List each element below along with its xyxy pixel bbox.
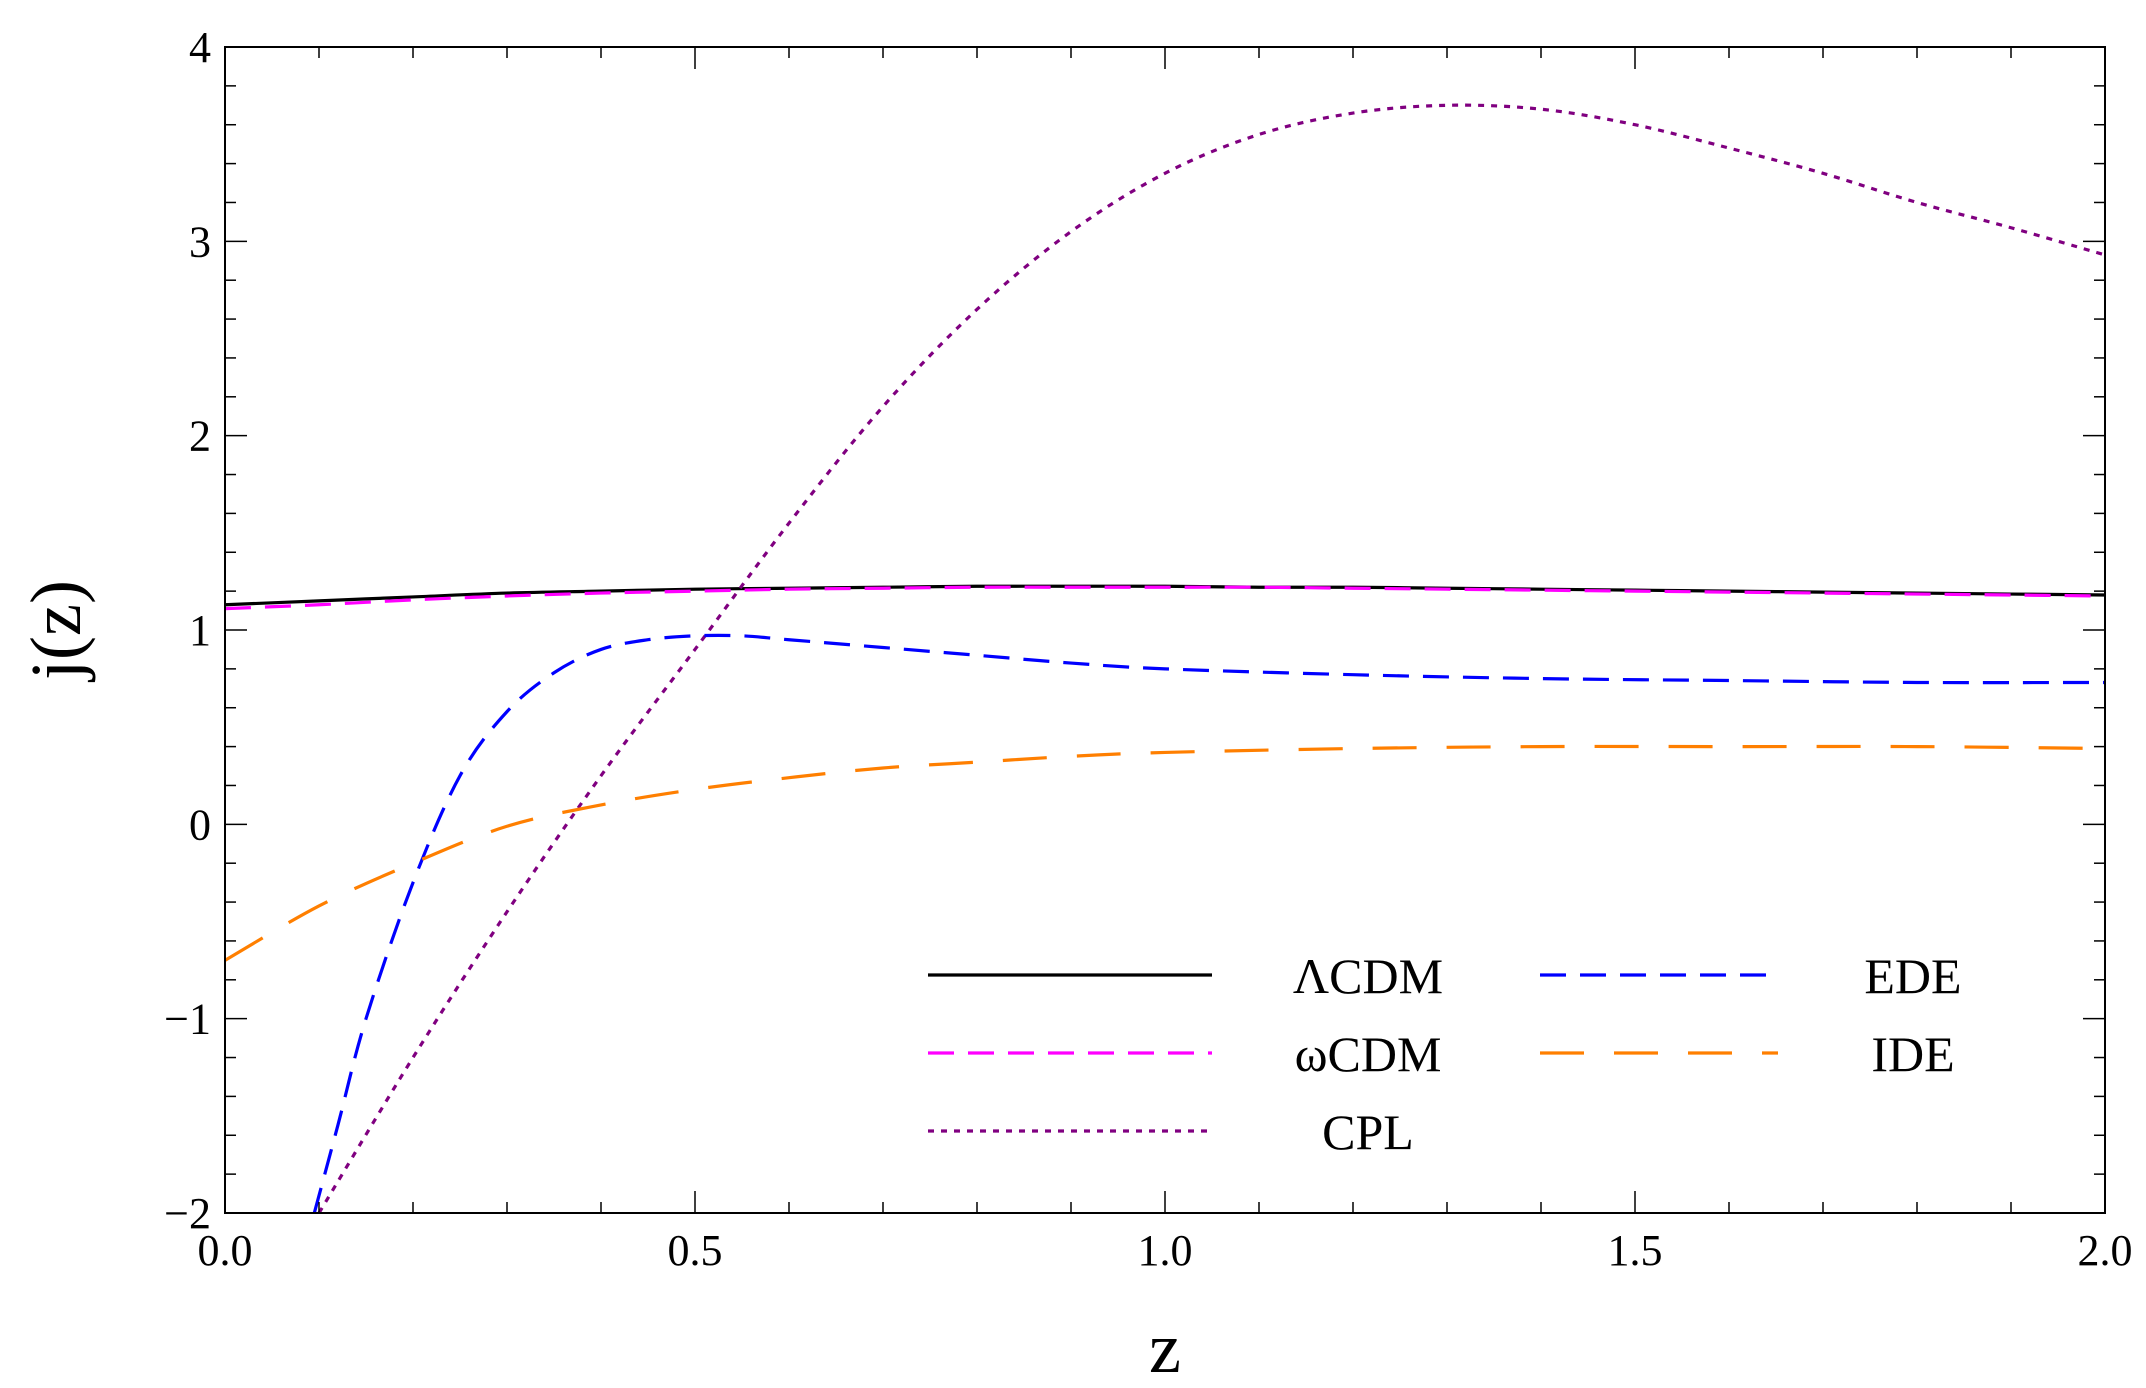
y-tick-label: 0 [189, 800, 211, 849]
legend-label: CPL [1322, 1104, 1414, 1160]
x-tick-label: 1.0 [1138, 1226, 1193, 1275]
x-tick-label: 0.5 [668, 1226, 723, 1275]
x-axis-title: z [1149, 1308, 1181, 1388]
y-tick-label: −1 [164, 995, 211, 1044]
series-line-EDE [312, 633, 2105, 1213]
ticks-layer [224, 46, 2106, 1214]
y-tick-label: 3 [189, 217, 211, 266]
series-line-ωCDM [225, 585, 2105, 611]
legend: ΛCDM ωCDM CPL EDE IDE [928, 948, 1962, 1160]
legend-label: ωCDM [1295, 1026, 1442, 1082]
legend-label: EDE [1864, 948, 1961, 1004]
legend-label: ΛCDM [1293, 948, 1443, 1004]
x-tick-label: 2.0 [2078, 1226, 2133, 1275]
tick-labels: 0.0 0.5 1.0 1.5 2.0 −2 −1 0 1 2 3 4 [164, 23, 2132, 1275]
x-tick-label: 1.5 [1608, 1226, 1663, 1275]
plot-frame [224, 46, 2106, 1214]
x-tick-label: 0.0 [198, 1226, 253, 1275]
y-tick-label: 2 [189, 412, 211, 461]
legend-label: IDE [1871, 1026, 1954, 1082]
y-tick-label: 4 [189, 23, 211, 72]
series-line-IDE [225, 744, 2105, 962]
y-axis-title: j(z) [16, 580, 96, 683]
y-tick-label: −2 [164, 1189, 211, 1238]
series-layer [225, 103, 2105, 1213]
y-tick-label: 1 [189, 606, 211, 655]
series-line-CPL [317, 103, 2105, 1213]
